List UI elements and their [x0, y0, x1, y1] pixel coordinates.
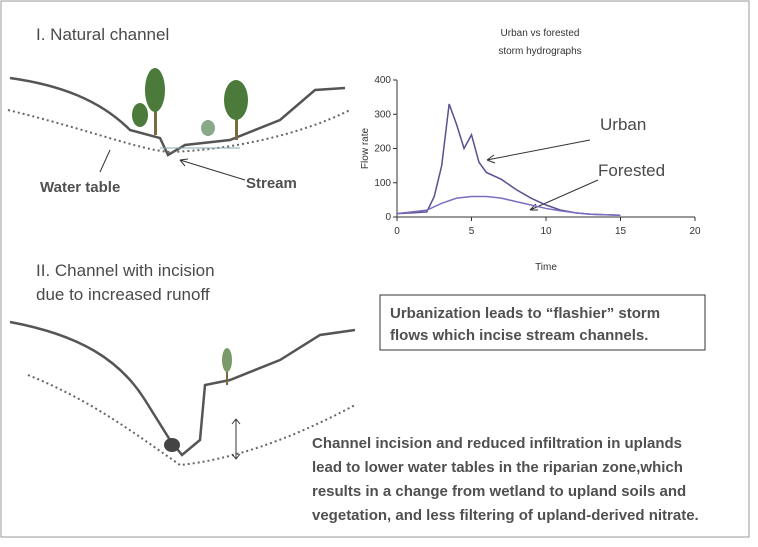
panel2-heading: II. Channel with incision [36, 261, 215, 280]
x-tick-label: 20 [689, 226, 701, 237]
y-tick-label: 400 [374, 75, 391, 86]
frame [0, 0, 750, 538]
x-tick-label: 5 [469, 226, 475, 237]
x-tick-label: 10 [540, 226, 552, 237]
y-tick-label: 0 [385, 212, 391, 223]
chart-title: storm hydrographs [498, 46, 581, 57]
y-tick-label: 100 [374, 178, 391, 189]
y-tick-label: 300 [374, 109, 391, 120]
y-axis-label: Flow rate [360, 128, 371, 170]
stream-label: Stream [246, 175, 297, 192]
chart-title: Urban vs forested [501, 28, 580, 39]
incised-channel [9, 320, 356, 457]
trees [132, 68, 248, 140]
channel-profile [9, 76, 346, 157]
caption: Channel incision and reduced infiltratio… [312, 435, 682, 452]
x-tick-label: 0 [394, 226, 400, 237]
caption: vegetation, and less filtering of upland… [312, 507, 699, 524]
y-tick-label: 200 [374, 144, 391, 155]
box-text: Urbanization leads to “flashier” storm [390, 305, 660, 322]
callout-box [379, 294, 706, 351]
caption: results in a change from wetland to upla… [312, 483, 686, 500]
caption: lead to lower water tables in the ripari… [312, 459, 683, 476]
incision-trees [164, 348, 232, 452]
series-label: Urban [600, 115, 646, 134]
water-table-label: Water table [40, 179, 120, 196]
stream-arrow [179, 158, 246, 181]
panel2-heading: due to increased runoff [36, 285, 210, 304]
forested-arrow [529, 179, 599, 211]
panel1-heading: I. Natural channel [36, 25, 169, 44]
water-table-arrow [99, 149, 111, 173]
series-label: Forested [598, 161, 665, 180]
series-line [396, 195, 621, 217]
water-table-line [7, 109, 351, 154]
x-tick-label: 15 [615, 226, 627, 237]
drop-arrow [231, 418, 241, 460]
box-text: flows which incise stream channels. [390, 327, 648, 344]
x-axis-label: Time [535, 262, 557, 273]
urban-arrow [486, 139, 591, 164]
